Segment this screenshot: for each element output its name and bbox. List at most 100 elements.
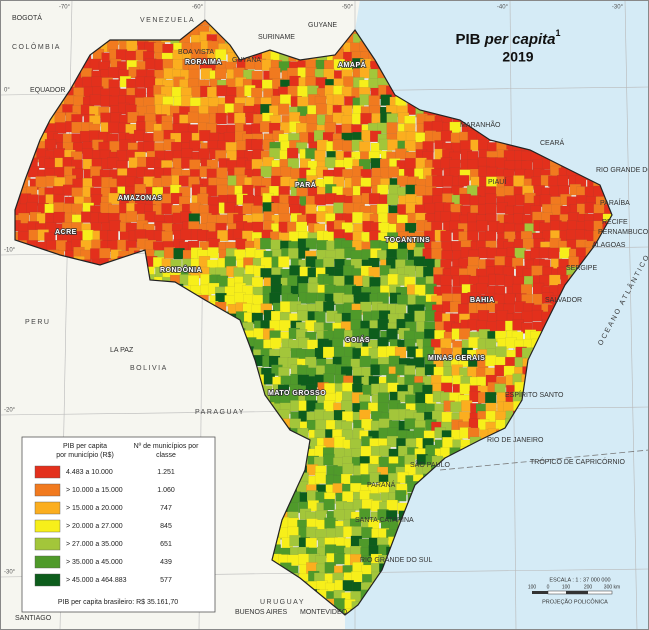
municipality	[187, 275, 200, 287]
legend-count: 747	[160, 505, 172, 512]
place-label: SANTA CATARINA	[355, 517, 414, 524]
municipality	[288, 248, 300, 260]
scale-bar-c	[566, 591, 588, 594]
parallel-label: -10°	[4, 248, 16, 254]
place-label: GOIÁS	[345, 335, 370, 344]
place-label: PARÁ	[295, 180, 316, 189]
municipality	[377, 392, 390, 404]
place-label: SERGIPE	[566, 265, 597, 272]
municipality	[126, 40, 138, 52]
municipality	[99, 247, 111, 260]
place-label: SURINAME	[258, 34, 295, 41]
municipality	[431, 248, 443, 260]
municipality	[322, 346, 335, 359]
municipality	[251, 139, 263, 151]
municipality	[54, 112, 66, 124]
municipality	[342, 140, 354, 152]
municipality	[199, 20, 211, 26]
municipality	[441, 175, 454, 187]
municipality	[440, 230, 452, 242]
municipality	[107, 230, 119, 242]
legend-footer: PIB per capita brasileiro: R$ 35.161,70	[58, 599, 178, 606]
municipality	[368, 95, 380, 107]
municipality	[108, 67, 120, 79]
municipality	[485, 392, 497, 404]
municipality	[514, 247, 526, 260]
place-label: RORAIMA	[185, 59, 222, 66]
municipality	[457, 303, 470, 316]
title-sup: 1	[556, 28, 561, 38]
municipality	[289, 265, 301, 277]
municipality	[485, 355, 497, 367]
municipality	[53, 202, 65, 214]
municipality	[332, 94, 345, 106]
place-label: PERNAMBUCO	[598, 229, 649, 236]
municipality	[187, 111, 200, 124]
parallel-label: -20°	[4, 408, 16, 414]
municipality	[278, 256, 290, 268]
place-label: VENEZUELA	[140, 17, 195, 24]
place-label: MINAS GERAIS	[428, 355, 485, 362]
municipality	[161, 203, 173, 215]
municipality	[557, 174, 569, 187]
municipality	[199, 130, 211, 142]
municipality	[216, 184, 228, 197]
map-title: PIB per capita1	[455, 28, 560, 48]
municipality	[485, 193, 497, 206]
municipality	[440, 130, 453, 142]
municipality	[324, 517, 336, 529]
place-label: LA PAZ	[110, 347, 134, 354]
municipality	[440, 275, 452, 287]
scale-tick: 200	[584, 584, 593, 590]
municipality	[145, 58, 157, 70]
legend-swatch	[34, 501, 61, 515]
legend-header: por município (R$)	[56, 452, 114, 459]
parallel-label: -30°	[4, 570, 16, 576]
municipality	[342, 463, 354, 475]
municipality	[214, 49, 227, 61]
municipality	[26, 201, 38, 214]
municipality	[349, 438, 362, 451]
municipality	[161, 230, 173, 243]
municipality	[441, 411, 453, 424]
municipality	[216, 167, 228, 179]
municipality	[279, 319, 291, 332]
municipality	[359, 141, 371, 153]
scale-tick: 300 km	[604, 584, 620, 590]
municipality	[360, 113, 372, 125]
municipality	[458, 175, 470, 187]
place-label: PARAGUAY	[195, 409, 245, 416]
place-label: RIO GRANDE DO NORTE	[596, 167, 649, 174]
municipality	[314, 194, 326, 206]
legend-range: > 10.000 a 15.000	[66, 487, 123, 494]
municipality	[413, 427, 425, 439]
municipality	[424, 202, 436, 215]
meridian-label: -70°	[59, 5, 71, 11]
municipality	[278, 103, 290, 115]
place-label: TOCANTINS	[385, 237, 430, 244]
municipality	[82, 147, 94, 160]
legend-count: 1.251	[157, 469, 175, 476]
municipality	[359, 355, 371, 368]
municipality	[388, 409, 401, 421]
municipality	[153, 130, 165, 142]
place-label: RIO GRANDE DO SUL	[360, 557, 432, 564]
municipality	[295, 221, 308, 234]
title-italic: per capita	[484, 31, 556, 48]
meridian-label: -30°	[612, 5, 624, 11]
municipality	[109, 220, 121, 232]
legend-swatch	[34, 537, 61, 551]
municipality	[404, 157, 417, 170]
meridian-label: -40°	[497, 5, 509, 11]
place-label: PARANÁ	[367, 480, 396, 489]
place-label: RECIFE	[602, 219, 628, 226]
municipality	[396, 294, 409, 306]
place-label: TRÓPICO DE CAPRICÓRNIO	[530, 457, 625, 466]
municipality	[368, 193, 381, 205]
municipality	[125, 210, 138, 223]
municipality	[395, 148, 407, 160]
place-label: SANTIAGO	[15, 615, 52, 622]
legend-swatch	[34, 555, 61, 569]
